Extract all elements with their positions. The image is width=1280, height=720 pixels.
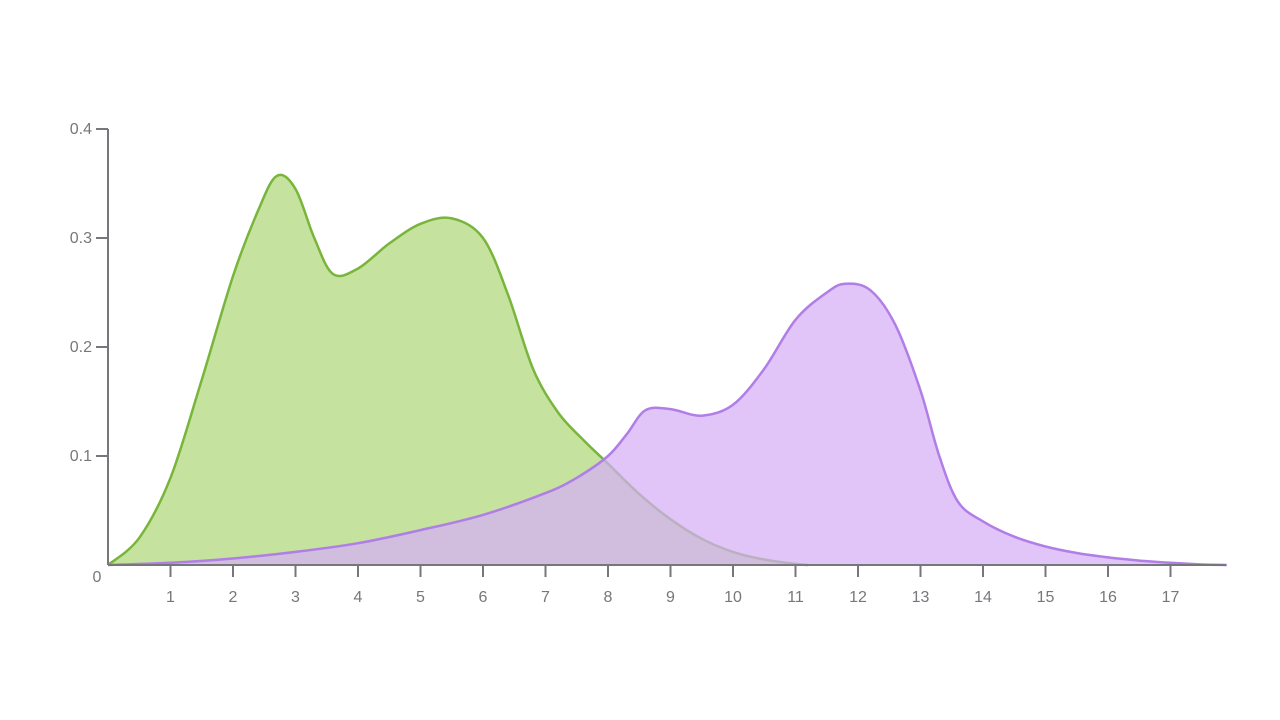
series-2-area	[108, 283, 1227, 565]
x-tick-label: 3	[291, 589, 300, 606]
series-1-area	[108, 174, 808, 566]
x-tick-label: 9	[666, 589, 675, 606]
x-tick-label: 17	[1162, 589, 1180, 606]
axes-layer: 0 1 2 3 4 5 6 7 8 9 10 11 12 13 14 15 16 170.10.20.30.4	[70, 121, 1226, 606]
origin-label: 0	[93, 569, 102, 586]
x-tick-label: 16	[1099, 589, 1117, 606]
x-tick-label: 8	[604, 589, 613, 606]
x-tick-label: 7	[541, 589, 550, 606]
x-tick-label: 10	[724, 589, 742, 606]
x-tick-label: 12	[849, 589, 867, 606]
y-tick-label: 0.4	[70, 121, 92, 138]
x-tick-label: 2	[229, 589, 238, 606]
x-tick-label: 6	[479, 589, 488, 606]
y-tick-label: 0.1	[70, 448, 92, 465]
x-tick-label: 5	[416, 589, 425, 606]
x-tick-label: 14	[974, 589, 992, 606]
y-tick-label: 0.2	[70, 339, 92, 356]
series-2-line	[107, 282, 1227, 567]
series-layer	[107, 173, 1227, 567]
x-tick-label: 11	[787, 589, 804, 606]
x-tick-label: 1	[166, 589, 175, 606]
x-tick-label: 13	[912, 589, 930, 606]
x-tick-label: 4	[354, 589, 363, 606]
y-tick-label: 0.3	[70, 230, 92, 247]
x-tick-label: 15	[1037, 589, 1055, 606]
